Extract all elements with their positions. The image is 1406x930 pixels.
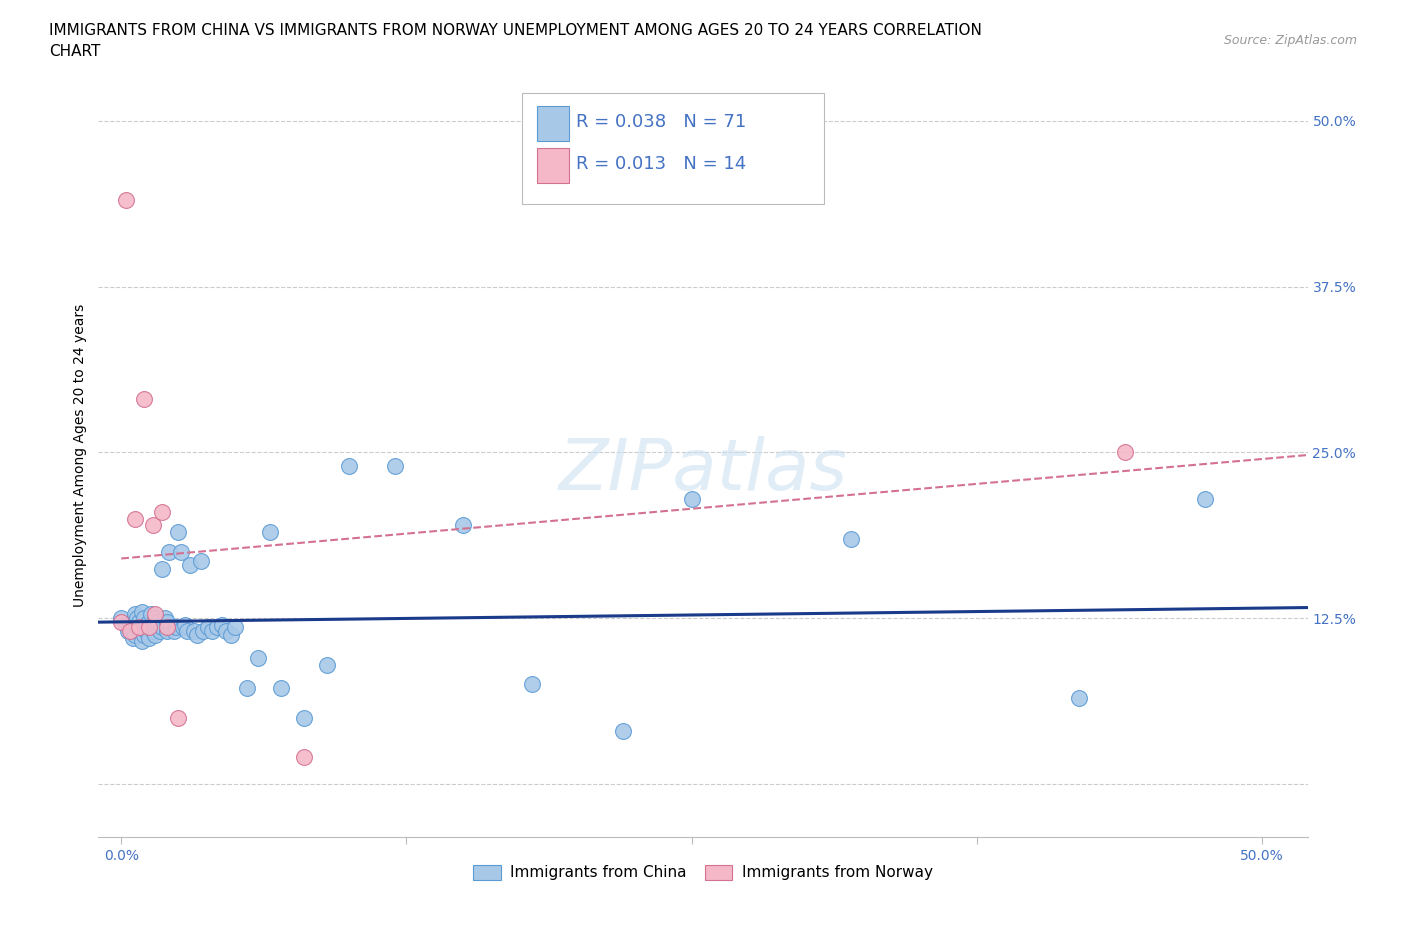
- Point: [453, 518, 475, 533]
- Point: [165, 620, 187, 635]
- Point: [124, 512, 146, 526]
- Text: IMMIGRANTS FROM CHINA VS IMMIGRANTS FROM NORWAY UNEMPLOYMENT AMONG AGES 20 TO 24: IMMIGRANTS FROM CHINA VS IMMIGRANTS FROM…: [49, 23, 981, 38]
- Text: Source: ZipAtlas.com: Source: ZipAtlas.com: [1223, 34, 1357, 47]
- Point: [127, 620, 149, 635]
- Point: [138, 620, 160, 635]
- Point: [135, 624, 157, 639]
- Point: [153, 611, 176, 626]
- Point: [292, 711, 315, 725]
- Point: [132, 392, 155, 406]
- Point: [315, 658, 337, 672]
- Point: [157, 544, 180, 559]
- Point: [131, 633, 153, 648]
- Point: [121, 615, 143, 630]
- Point: [211, 618, 233, 632]
- Point: [135, 618, 157, 632]
- Point: [150, 505, 173, 520]
- Point: [128, 620, 150, 635]
- Point: [120, 620, 142, 635]
- Point: [190, 553, 212, 568]
- Point: [156, 615, 179, 630]
- Point: [176, 624, 198, 639]
- Point: [174, 618, 197, 632]
- Point: [259, 525, 281, 539]
- Point: [183, 624, 205, 639]
- FancyBboxPatch shape: [537, 148, 569, 182]
- Point: [247, 650, 270, 665]
- Point: [839, 531, 862, 546]
- Point: [1069, 690, 1091, 705]
- Point: [150, 562, 173, 577]
- Point: [145, 628, 167, 643]
- Point: [117, 624, 139, 639]
- Point: [201, 624, 224, 639]
- FancyBboxPatch shape: [522, 94, 824, 204]
- Point: [235, 681, 257, 696]
- Point: [292, 750, 315, 764]
- Point: [138, 631, 160, 645]
- Point: [127, 611, 149, 626]
- Point: [139, 620, 162, 635]
- Point: [384, 458, 406, 473]
- Point: [114, 193, 136, 207]
- Point: [1194, 491, 1216, 506]
- Point: [169, 544, 191, 559]
- Point: [142, 618, 165, 632]
- Point: [160, 620, 183, 635]
- Point: [132, 620, 155, 635]
- Point: [205, 620, 228, 635]
- Point: [156, 620, 179, 635]
- Point: [139, 606, 162, 621]
- FancyBboxPatch shape: [537, 106, 569, 140]
- Point: [132, 628, 155, 643]
- Point: [124, 628, 146, 643]
- Text: R = 0.038   N = 71: R = 0.038 N = 71: [576, 113, 747, 131]
- Point: [146, 620, 169, 635]
- Point: [197, 620, 219, 635]
- Point: [193, 624, 215, 639]
- Point: [224, 620, 246, 635]
- Point: [163, 624, 186, 639]
- Point: [172, 620, 194, 635]
- Point: [142, 624, 165, 639]
- Point: [128, 615, 150, 630]
- Point: [120, 624, 142, 639]
- Point: [1114, 445, 1136, 459]
- Point: [145, 606, 167, 621]
- Y-axis label: Unemployment Among Ages 20 to 24 years: Unemployment Among Ages 20 to 24 years: [73, 304, 87, 607]
- Text: R = 0.013   N = 14: R = 0.013 N = 14: [576, 155, 747, 173]
- Point: [150, 620, 173, 635]
- Point: [167, 711, 190, 725]
- Point: [114, 618, 136, 632]
- Point: [110, 615, 132, 630]
- Point: [186, 628, 208, 643]
- Point: [179, 558, 201, 573]
- Point: [219, 628, 242, 643]
- Point: [110, 611, 132, 626]
- Point: [156, 624, 179, 639]
- Legend: Immigrants from China, Immigrants from Norway: Immigrants from China, Immigrants from N…: [467, 858, 939, 886]
- Point: [681, 491, 703, 506]
- Point: [215, 624, 238, 639]
- Point: [146, 615, 169, 630]
- Point: [612, 724, 634, 738]
- Point: [167, 525, 190, 539]
- Point: [520, 677, 543, 692]
- Point: [142, 518, 165, 533]
- Point: [131, 604, 153, 619]
- Point: [145, 611, 167, 626]
- Point: [149, 624, 172, 639]
- Text: ZIPatlas: ZIPatlas: [558, 436, 848, 505]
- Text: CHART: CHART: [49, 44, 101, 59]
- Point: [132, 611, 155, 626]
- Point: [124, 606, 146, 621]
- Point: [138, 615, 160, 630]
- Point: [337, 458, 360, 473]
- Point: [121, 631, 143, 645]
- Point: [270, 681, 292, 696]
- Point: [128, 624, 150, 639]
